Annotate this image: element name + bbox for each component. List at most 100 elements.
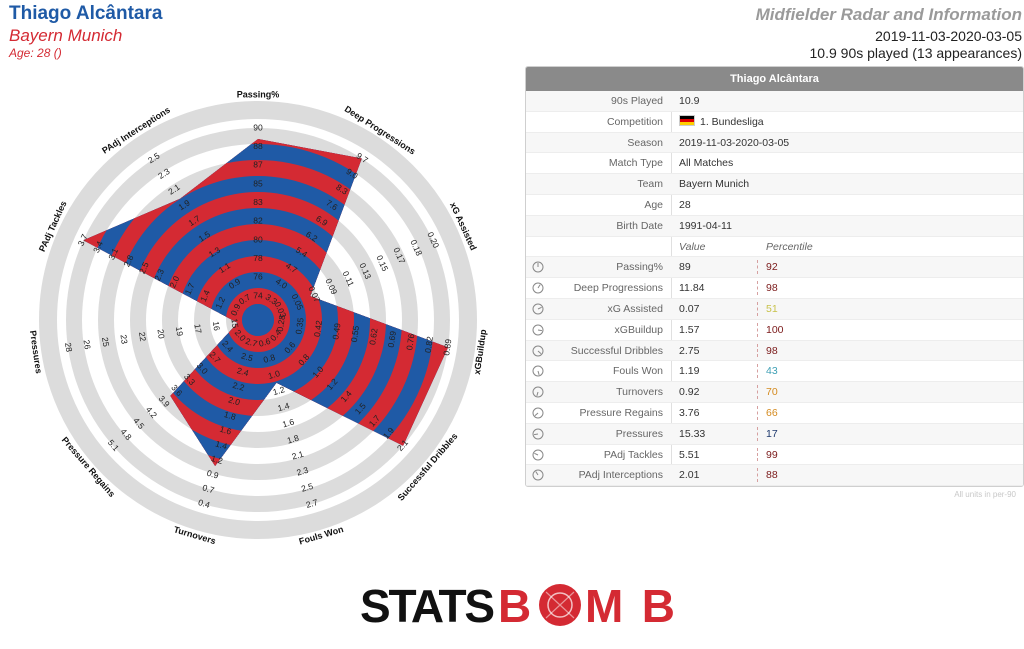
radar-tick-label: 0.55 <box>349 325 361 343</box>
radar-axis-label: Passing% <box>237 89 280 99</box>
gauge-icon <box>532 449 544 461</box>
stat-row-value: 0.07 <box>679 302 700 315</box>
percentile-separator <box>757 364 758 379</box>
stat-row-label: xG Assisted <box>607 302 663 315</box>
stat-row-label: Fouls Won <box>613 365 663 378</box>
info-row-label: Competition <box>606 115 663 128</box>
value-column-header: Value <box>679 240 706 253</box>
info-row: Season 2019-11-03-2020-03-05 <box>526 132 1023 154</box>
radar-tick-label: 3.4 <box>91 239 105 254</box>
radar-tick-label: 0.69 <box>386 330 398 348</box>
radar-tick-label: 2.5 <box>300 481 314 494</box>
radar-center <box>242 304 274 336</box>
info-row-value: 28 <box>679 195 691 216</box>
midfielder-radar-chart: 74767880828385878890Passing%3.34.04.75.4… <box>30 89 488 546</box>
info-row-value: All Matches <box>679 153 733 174</box>
info-row-value: 1991-04-11 <box>679 216 732 237</box>
stat-row-value: 2.01 <box>679 469 700 482</box>
radar-tick-label: 3.1 <box>106 246 120 261</box>
stat-row-percentile: 66 <box>766 406 778 419</box>
stat-row: xGBuildup 1.57 100 <box>526 320 1023 341</box>
stat-row: Successful Dribbles 2.75 98 <box>526 340 1023 362</box>
panel-rows: 90s Played 10.9 Competition 1. Bundesliga Se… <box>526 91 1023 486</box>
gauge-icon <box>532 469 544 481</box>
info-row-label: Match Type <box>608 157 663 170</box>
stat-row-percentile: 100 <box>766 323 784 336</box>
stat-row-label: Pressures <box>615 427 663 440</box>
percentile-separator <box>757 322 758 337</box>
radar-tick-label: 0.49 <box>330 322 342 340</box>
info-row-label: 90s Played <box>611 95 663 107</box>
logo-text-left: STATS <box>360 580 495 630</box>
info-row-label: Age <box>644 198 663 211</box>
percentile-separator <box>757 281 758 295</box>
radar-tick-label: 1.4 <box>214 438 228 451</box>
radar-tick-label: 1.2 <box>213 295 227 310</box>
radar-tick-label: 90 <box>253 122 263 132</box>
stat-row-label: Deep Progressions <box>573 282 663 295</box>
stat-row: Passing% 89 92 <box>526 257 1023 279</box>
gauge-icon <box>532 345 544 357</box>
radar-tick-label: 16 <box>211 321 222 332</box>
stat-row-value: 1.57 <box>679 323 700 336</box>
info-row-value-text: Bayern Munich <box>679 178 750 191</box>
radar-tick-label: 0.9 <box>228 302 242 317</box>
radar-tick-label: 76 <box>253 272 263 282</box>
stat-row-value: 11.84 <box>679 282 705 295</box>
percentile-separator <box>757 260 758 275</box>
bomb-icon <box>539 584 581 626</box>
logo-text-after: MB <box>585 580 675 630</box>
percentile-separator <box>757 385 758 399</box>
stat-row-value: 89 <box>679 261 691 274</box>
radar-tick-label: 22 <box>137 331 148 342</box>
radar-tick-label: 1.4 <box>276 400 290 413</box>
stat-row: Deep Progressions 11.84 98 <box>526 278 1023 299</box>
percentile-column-header: Percentile <box>766 240 813 253</box>
radar-tick-label: 15 <box>229 318 240 329</box>
info-row: Team Bayern Munich <box>526 174 1023 195</box>
stat-row: Pressures 15.33 17 <box>526 423 1023 445</box>
units-footnote: All units in per-90 <box>954 490 1016 499</box>
stat-row-value: 1.19 <box>679 365 700 378</box>
radar-tick-label: 0.6 <box>257 336 271 349</box>
info-row-value-text: 1991-04-11 <box>679 219 732 232</box>
radar-tick-label: 2.2 <box>231 380 245 393</box>
stat-row-value: 5.51 <box>679 448 700 461</box>
info-row: Competition 1. Bundesliga <box>526 112 1023 133</box>
radar-tick-label: 0.35 <box>293 317 305 335</box>
radar-tick-label: 1.4 <box>198 288 212 303</box>
radar-tick-label: 2.3 <box>295 465 309 478</box>
stat-row-percentile: 98 <box>766 344 778 357</box>
radar-tick-label: 0.28 <box>275 314 287 332</box>
stat-row-value: 2.75 <box>679 344 700 357</box>
gauge-icon <box>532 303 544 315</box>
radar-tick-label: 78 <box>253 253 263 263</box>
radar-tick-label: 17 <box>192 323 203 334</box>
radar-tick-label: 0.82 <box>423 335 435 353</box>
percentile-separator <box>757 301 758 316</box>
radar-tick-label: 0.62 <box>367 327 379 345</box>
radar-tick-label: 0.76 <box>404 333 416 351</box>
stat-row-label: Pressure Regains <box>579 406 663 419</box>
stat-row: Pressure Regains 3.76 66 <box>526 403 1023 424</box>
info-row-label: Team <box>637 178 663 191</box>
info-row-value-text: All Matches <box>679 157 734 170</box>
radar-tick-label: 0.9 <box>206 468 220 481</box>
team-name: Bayern Munich <box>9 26 123 45</box>
stat-row-percentile: 70 <box>766 386 778 399</box>
radar-tick-label: 3.7 <box>76 232 90 247</box>
radar-tick-label: 0.4 <box>197 497 211 510</box>
stat-row-label: Successful Dribbles <box>570 344 663 357</box>
player-name: Thiago Alcântara <box>9 3 163 24</box>
age-label: Age: 28 () <box>9 46 62 60</box>
radar-tick-label: 23 <box>118 334 129 345</box>
percentile-separator <box>757 468 758 483</box>
gauge-icon <box>532 324 544 336</box>
stat-row-label: xGBuildup <box>614 323 663 336</box>
radar-tick-label: 1.7 <box>183 281 197 296</box>
radar-tick-label: 19 <box>174 326 185 337</box>
radar-tick-label: 2.7 <box>244 336 258 349</box>
stat-row-percentile: 51 <box>766 302 778 315</box>
gauge-icon <box>532 282 544 294</box>
radar-tick-label: 2.0 <box>167 274 181 289</box>
